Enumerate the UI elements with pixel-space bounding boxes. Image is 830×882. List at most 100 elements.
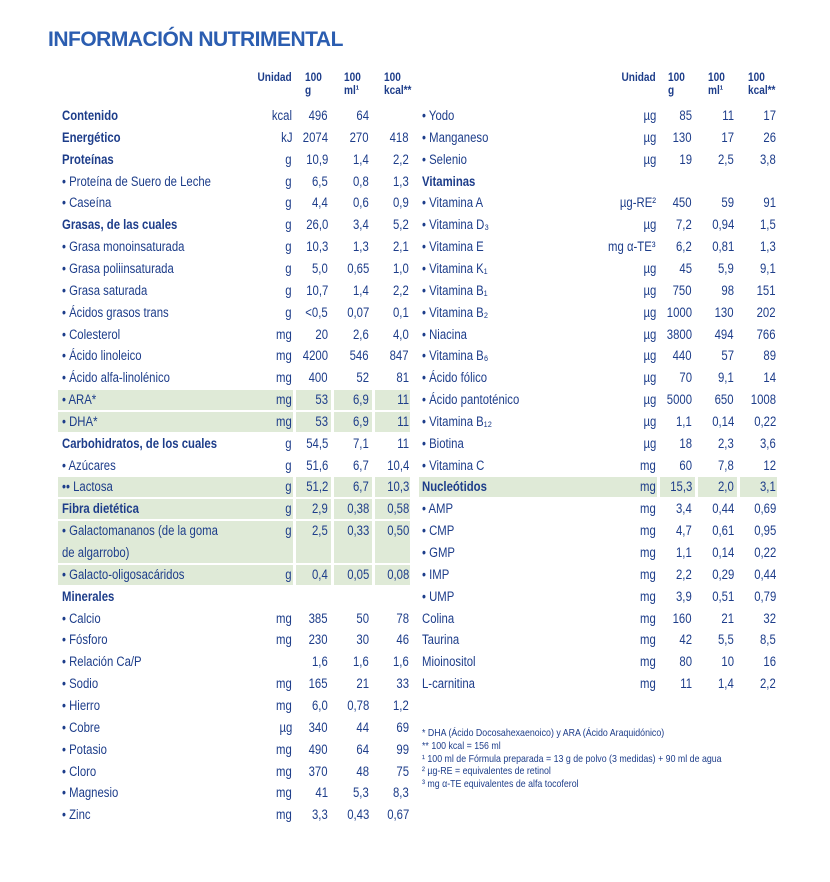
value: 48	[356, 763, 369, 779]
row-label: • Sodio	[62, 676, 99, 692]
row-label: L-carnitina	[422, 676, 475, 692]
value: <0,5	[305, 304, 328, 320]
row-label: • AMP	[422, 501, 454, 517]
row-label: • Selenio	[422, 151, 467, 167]
row-label: • Proteína de Suero de Leche	[62, 173, 211, 189]
value: 0,08	[386, 566, 409, 582]
highlight	[334, 564, 372, 585]
value: 0,14	[711, 545, 734, 560]
row-label: • Grasa monoinsaturada	[62, 239, 185, 255]
value: 70	[679, 370, 692, 386]
value: 0,4	[312, 566, 328, 582]
row-label: Grasas, de las cuales	[62, 217, 178, 233]
value: 2,0	[718, 479, 734, 495]
header-basis: ml¹	[344, 83, 360, 97]
value: 2,5	[312, 523, 328, 539]
title: INFORMACIÓN NUTRIMENTAL	[48, 28, 343, 51]
unit: g	[285, 239, 292, 255]
row-label: • Manganeso	[422, 129, 489, 145]
row-label: • Grasa saturada	[62, 282, 148, 298]
unit: mg	[640, 523, 656, 539]
value: 8,5	[760, 632, 776, 648]
highlight	[296, 390, 331, 411]
unit: µg-RE²	[619, 195, 656, 211]
value: 81	[396, 370, 409, 386]
value: 54,5	[305, 435, 328, 451]
row-label: Mioinositol	[422, 654, 476, 670]
value: 53	[315, 392, 328, 408]
value: 10,9	[305, 151, 328, 167]
header-amount: 100	[668, 70, 685, 84]
value: 6,0	[312, 697, 328, 713]
unit: g	[285, 282, 292, 298]
value: 2,1	[393, 239, 409, 255]
value: 59	[721, 195, 734, 211]
value: 0,22	[753, 545, 776, 560]
value: 2,3	[718, 435, 734, 451]
value: 64	[356, 741, 369, 757]
unit: mg	[276, 785, 292, 801]
highlight	[58, 499, 293, 520]
unit: µg	[643, 370, 656, 386]
value: 0,44	[753, 566, 776, 582]
unit: mg	[276, 807, 292, 823]
value: 11	[397, 435, 409, 451]
value: 2,6	[353, 326, 369, 342]
value: 33	[396, 676, 409, 692]
row-label: • Hierro	[62, 697, 100, 713]
footnote: ² µg-RE = equivalentes de retinol	[422, 765, 551, 778]
unit: µg	[643, 304, 656, 320]
highlight	[375, 390, 410, 411]
value: 32	[763, 610, 776, 626]
value: 6,7	[353, 479, 369, 495]
value: 10,7	[305, 282, 328, 298]
value: 440	[673, 348, 692, 364]
unit: mg	[276, 676, 292, 692]
highlight	[375, 521, 410, 563]
value: 270	[350, 129, 369, 145]
value: 1,5	[760, 217, 776, 233]
row-label: Energético	[62, 129, 121, 145]
value: 45	[679, 260, 692, 276]
unit: g	[285, 501, 292, 517]
unit: kJ	[280, 129, 292, 145]
value: 52	[356, 370, 369, 386]
value: 9,1	[718, 370, 734, 386]
value: 0,58	[386, 501, 409, 517]
row-label: • Potasio	[62, 741, 107, 757]
value: 18	[679, 435, 692, 451]
value: 0,95	[753, 523, 776, 539]
unit: mg	[276, 413, 292, 429]
value: 2,2	[676, 566, 692, 582]
value: 2,2	[760, 676, 776, 692]
unit: g	[285, 195, 292, 211]
value: 10,4	[386, 457, 409, 473]
unit: µg	[643, 413, 656, 429]
unit: µg	[643, 108, 656, 123]
unit: µg	[643, 260, 656, 276]
value: 21	[356, 676, 369, 692]
value: 80	[679, 654, 692, 670]
value: 12	[763, 457, 776, 473]
unit: mg	[640, 457, 656, 473]
value: 0,67	[386, 807, 409, 823]
value: 2,2	[393, 282, 409, 298]
value: 26,0	[305, 217, 328, 233]
footnote: ¹ 100 ml de Fórmula preparada = 13 g de …	[422, 752, 722, 765]
row-label: • Galacto-oligosacáridos	[62, 566, 185, 582]
highlight	[375, 564, 410, 585]
value: 1,6	[312, 654, 328, 670]
row-label: • GMP	[422, 545, 455, 560]
unit: g	[285, 457, 292, 473]
unit: mg	[276, 763, 292, 779]
row-label: • Biotina	[422, 435, 464, 451]
value: 51,6	[305, 457, 328, 473]
unit: mg	[640, 479, 656, 495]
unit: g	[285, 523, 292, 539]
row-label: • Vitamina C	[422, 457, 485, 473]
value: 4,7	[676, 523, 692, 539]
value: 4,0	[393, 326, 409, 342]
value: 20	[315, 326, 328, 342]
footnote: ³ mg α-TE equivalentes de alfa tocoferol	[422, 778, 579, 791]
